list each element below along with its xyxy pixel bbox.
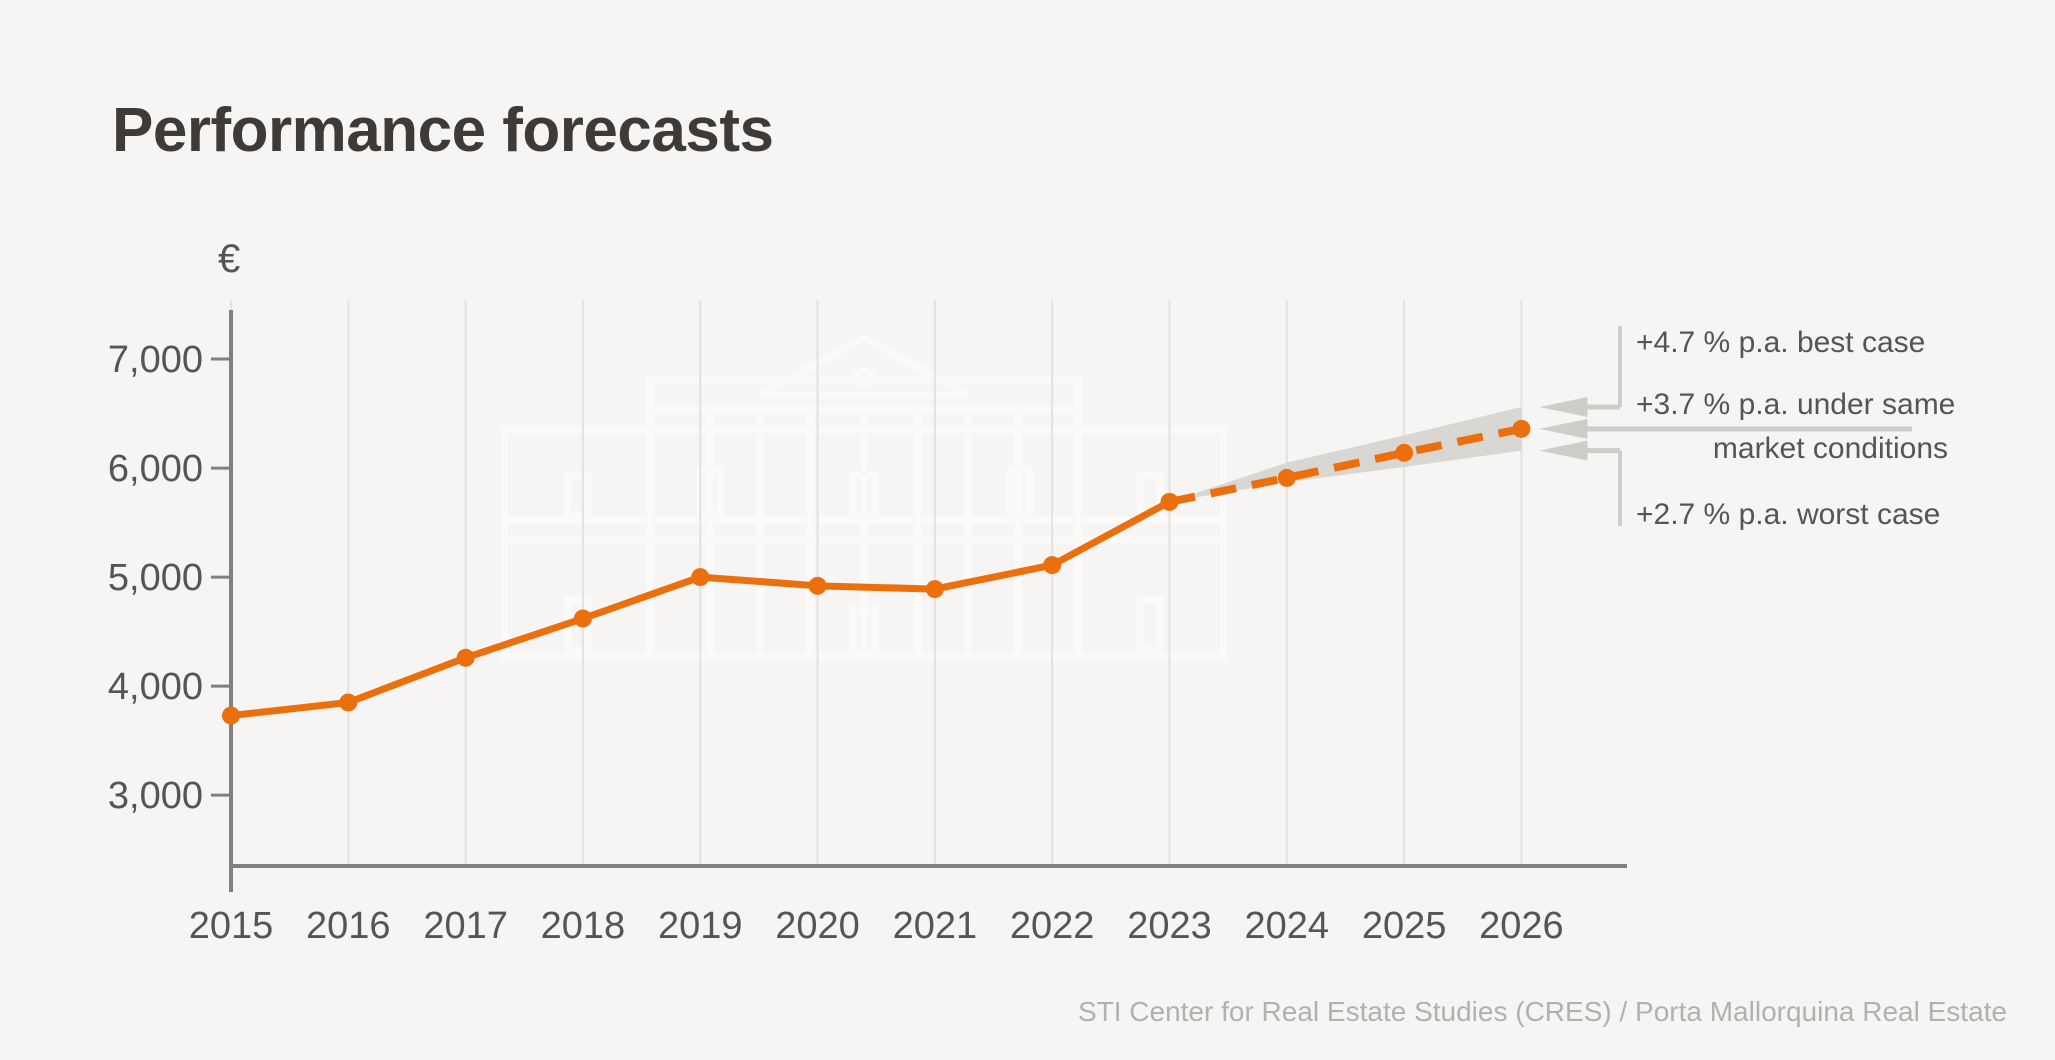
y-tick-label-3000: 3,000 (108, 775, 203, 817)
annotation-arrow-1 (1539, 397, 1588, 418)
x-tick-label-2024: 2024 (1245, 905, 1330, 947)
data-point-2025 (1395, 443, 1414, 462)
x-tick-label-2015: 2015 (189, 905, 274, 947)
annotation-arrow-2 (1539, 418, 1588, 439)
data-point-2021 (925, 580, 944, 599)
annotation-label-1: +4.7 % p.a. best case (1636, 326, 1925, 359)
y-axis-unit-label: € (218, 237, 240, 281)
source-credit: STI Center for Real Estate Studies (CRES… (1077, 996, 2007, 1027)
x-tick-label-2018: 2018 (541, 905, 626, 947)
x-tick-label-2019: 2019 (658, 905, 743, 947)
y-tick-label-6000: 6,000 (108, 448, 203, 490)
data-point-2017 (456, 648, 475, 667)
y-tick-label-5000: 5,000 (108, 557, 203, 599)
data-series (222, 419, 1531, 725)
data-point-2024 (1277, 468, 1296, 487)
data-point-2016 (339, 693, 358, 712)
data-point-2018 (573, 609, 592, 628)
forecast-line (1168, 424, 1523, 506)
forecast-range-area (1169, 407, 1522, 502)
annotation-arrow-3 (1539, 440, 1588, 461)
x-tick-label-2016: 2016 (306, 905, 391, 947)
annotation-label-2-line-2: market conditions (1713, 432, 1948, 465)
data-point-2026 (1512, 419, 1531, 438)
data-point-2023 (1160, 492, 1179, 511)
x-tick-label-2023: 2023 (1127, 905, 1212, 947)
forecast-band (1169, 407, 1522, 502)
forecast-annotations: +4.7 % p.a. best case +3.7 % p.a. under s… (1539, 326, 1955, 531)
x-tick-label-2020: 2020 (775, 905, 860, 947)
chart-axes: 3,000 4,000 5,000 6,000 7,000 2015 2016 2017 201… (108, 310, 1627, 947)
y-tick-label-4000: 4,000 (108, 666, 203, 708)
chart-title: Performance forecasts (112, 96, 774, 165)
data-point-2022 (1043, 556, 1062, 575)
data-point-2019 (691, 568, 710, 587)
building-watermark (501, 334, 1227, 661)
x-tick-label-2017: 2017 (423, 905, 508, 947)
vertical-gridlines (230, 300, 1523, 866)
x-tick-label-2022: 2022 (1010, 905, 1095, 947)
data-point-2020 (808, 576, 827, 595)
data-point-2015 (222, 706, 240, 725)
annotation-label-2: +3.7 % p.a. under same (1636, 388, 1955, 421)
x-tick-label-2026: 2026 (1479, 905, 1564, 947)
y-tick-label-7000: 7,000 (108, 339, 203, 381)
annotation-label-3: +2.7 % p.a. worst case (1636, 498, 1940, 531)
x-tick-label-2025: 2025 (1362, 905, 1447, 947)
x-tick-label-2021: 2021 (893, 905, 978, 947)
